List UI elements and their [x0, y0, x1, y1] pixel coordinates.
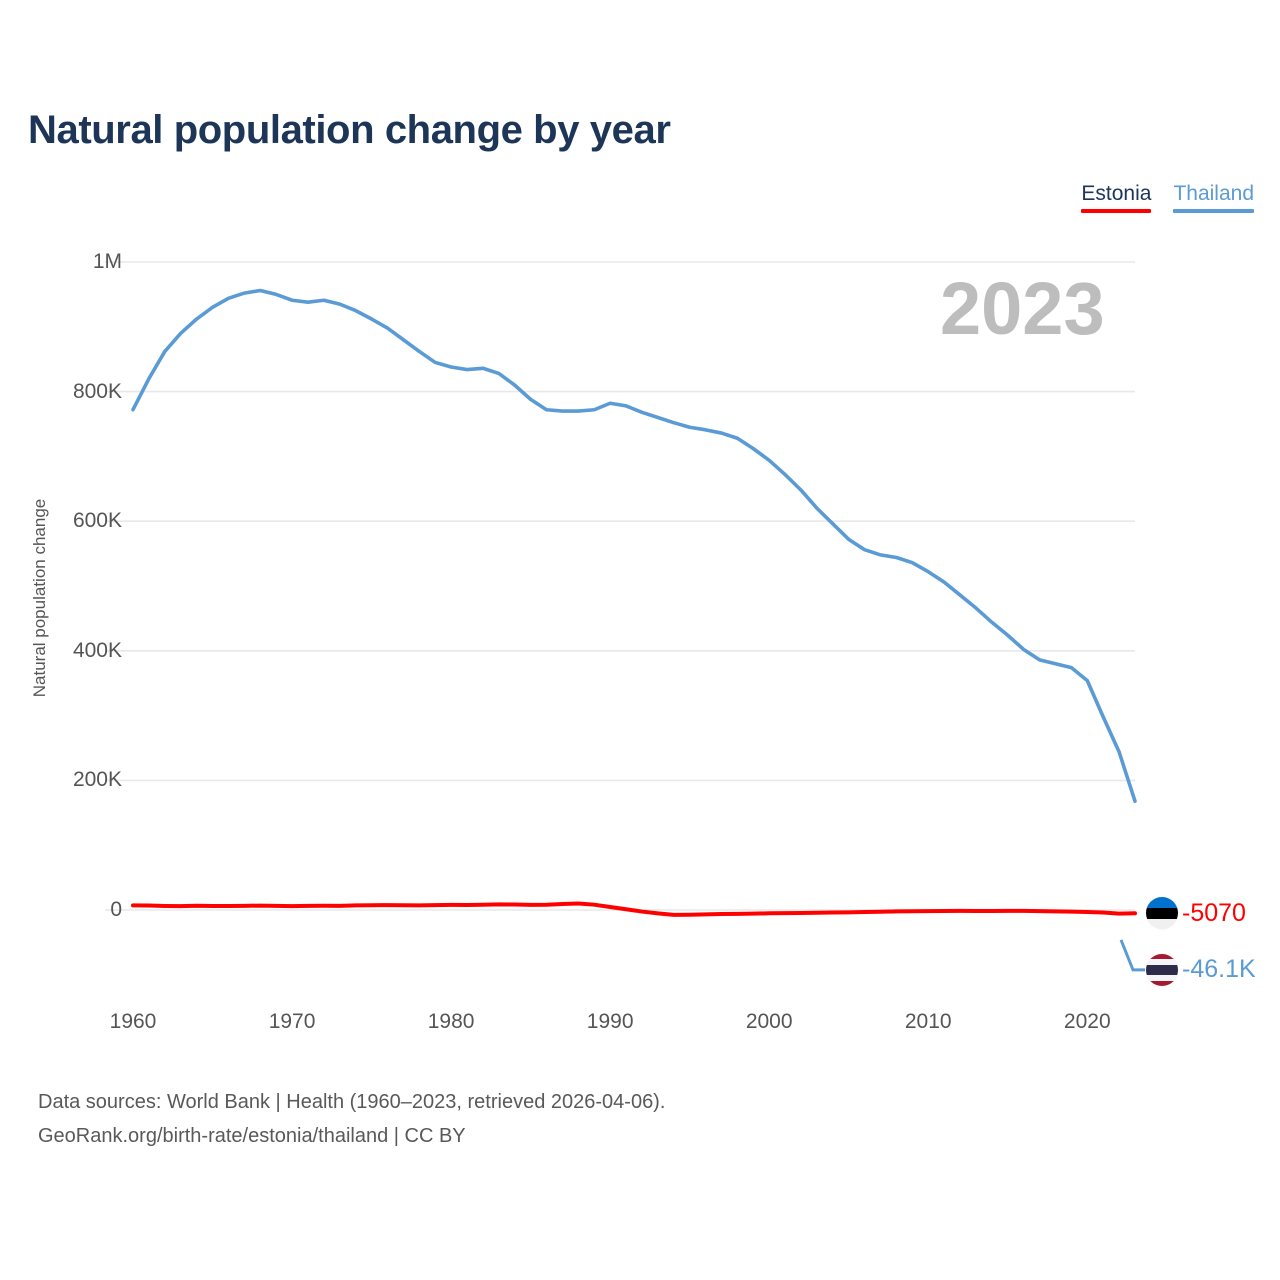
x-axis-tick-label: 1980 [427, 1010, 475, 1033]
estonia-flag-icon [1146, 897, 1178, 930]
y-axis-tick-label: 1M [92, 250, 122, 273]
footer-attribution: GeoRank.org/birth-rate/estonia/thailand … [38, 1125, 466, 1147]
end-label-value: -5070 [1182, 898, 1246, 927]
series-lines [131, 288, 1137, 917]
legend-item-estonia[interactable]: Estonia [1081, 182, 1152, 213]
thailand-flag-icon [1146, 953, 1178, 986]
x-axis-tick-label: 1960 [109, 1010, 157, 1033]
y-axis-tick-label: 600K [72, 509, 122, 533]
footer-data-sources: Data sources: World Bank | Health (1960–… [38, 1091, 666, 1113]
y-axis-tick-label: 200K [72, 768, 122, 792]
end-label-value: -46.1K [1182, 955, 1256, 984]
chart-legend: Estonia Thailand [1081, 182, 1254, 213]
legend-rule-thailand [1173, 209, 1254, 213]
end-label-thailand: -46.1K [1146, 953, 1256, 986]
page-title: Natural population change by year [28, 108, 671, 152]
x-axis-tick-label: 1990 [586, 1010, 634, 1033]
gridlines [105, 261, 1135, 911]
x-axis-tick-label: 2000 [745, 1010, 793, 1033]
x-axis-tick-label: 2010 [904, 1010, 952, 1033]
x-axis-tick-label: 1970 [268, 1010, 316, 1033]
legend-label-thailand: Thailand [1173, 182, 1254, 205]
footer: Data sources: World Bank | Health (1960–… [38, 1085, 665, 1153]
thailand-label-connector [1119, 939, 1145, 972]
x-axis-tick-label: 2020 [1063, 1010, 1111, 1033]
y-axis-tick-label: 400K [72, 638, 122, 662]
legend-label-estonia: Estonia [1081, 182, 1152, 205]
y-axis-tick-label: 800K [72, 379, 122, 403]
legend-item-thailand[interactable]: Thailand [1173, 182, 1254, 213]
year-watermark: 2023 [940, 267, 1105, 350]
series-line-thailand [131, 288, 1137, 803]
legend-rule-estonia [1081, 209, 1152, 213]
series-line-estonia [131, 901, 1137, 917]
end-label-estonia: -5070 [1146, 897, 1246, 930]
y-axis-tick-label: 0 [110, 898, 122, 921]
